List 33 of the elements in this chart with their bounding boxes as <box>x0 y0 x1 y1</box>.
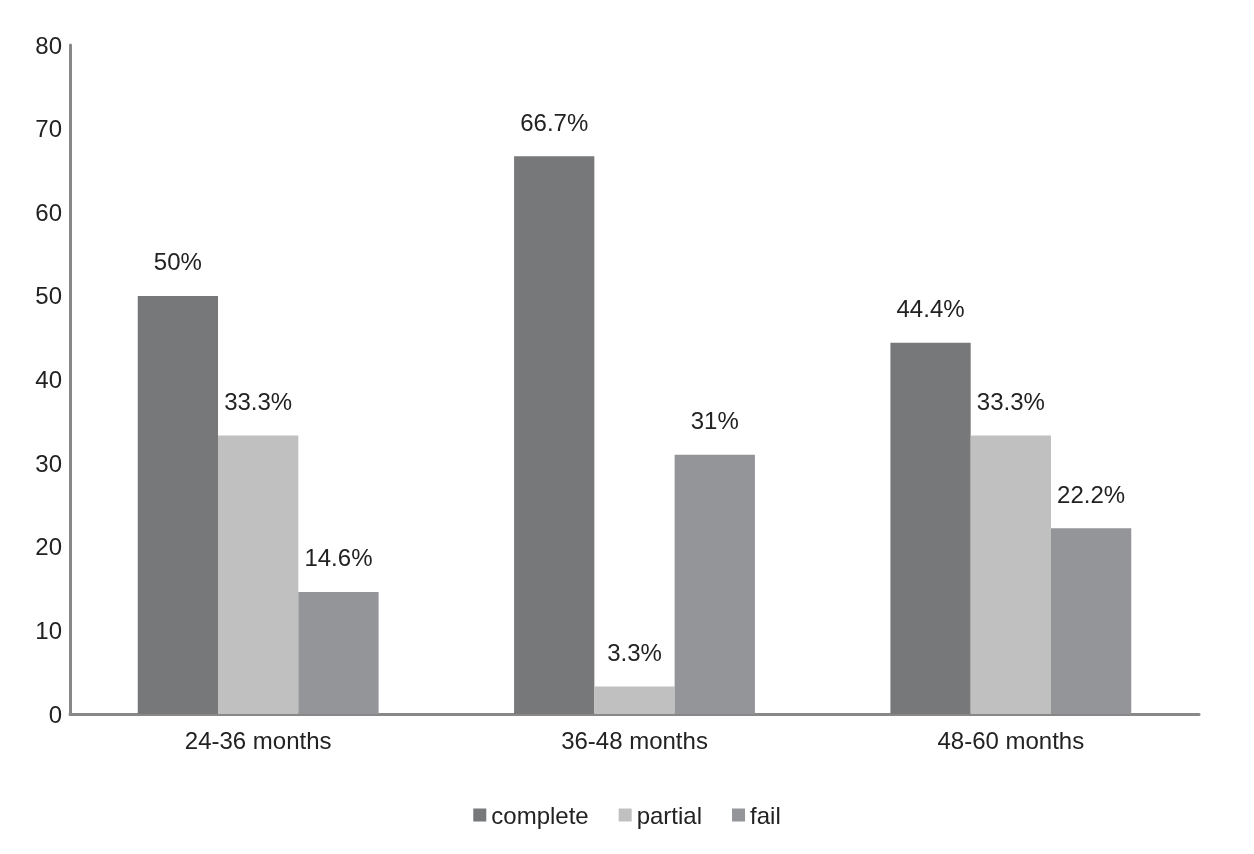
x-tick-label: 48-60 months <box>937 726 1085 754</box>
legend-label: complete <box>491 801 589 829</box>
y-tick-label: 60 <box>35 198 62 226</box>
y-tick-label: 80 <box>35 31 62 59</box>
y-tick-label: 40 <box>35 366 62 393</box>
bar <box>970 435 1051 714</box>
legend-label: fail <box>750 801 781 829</box>
y-tick-label: 70 <box>35 115 62 143</box>
data-label: 22.2% <box>1057 480 1126 508</box>
data-label: 33.3% <box>976 388 1045 416</box>
bar <box>298 591 379 714</box>
data-label: 50% <box>153 248 202 276</box>
y-tick-label: 50 <box>35 282 62 310</box>
y-tick-label: 30 <box>35 449 62 477</box>
bar <box>890 342 971 714</box>
y-tick-label: 10 <box>35 616 62 644</box>
bar <box>514 156 595 714</box>
bar <box>674 454 755 714</box>
x-tick-label: 24-36 months <box>184 726 332 754</box>
legend-label: partial <box>636 801 703 829</box>
y-tick-label: 0 <box>48 700 62 728</box>
data-label: 31% <box>690 407 739 435</box>
bar <box>137 295 219 714</box>
bar <box>218 435 299 714</box>
bar <box>594 686 675 714</box>
y-tick-label: 20 <box>35 533 62 561</box>
bar <box>1050 528 1132 714</box>
data-label: 33.3% <box>224 388 293 416</box>
data-label: 66.7% <box>520 108 589 136</box>
data-label: 14.6% <box>304 544 373 572</box>
data-label: 44.4% <box>896 295 965 323</box>
x-tick-label: 36-48 months <box>561 726 708 754</box>
data-label: 3.3% <box>607 638 662 666</box>
